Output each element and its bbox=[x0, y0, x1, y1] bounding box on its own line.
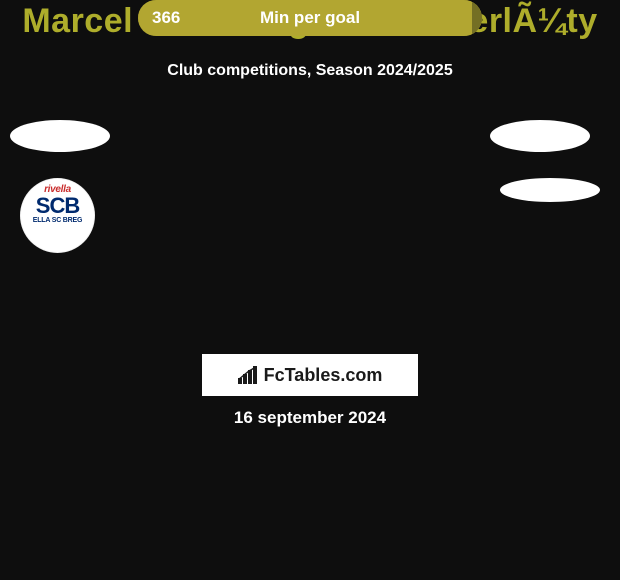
club-badge-mid-text: SCB bbox=[20, 193, 95, 219]
club-badge-bot-text: ELLA SC BREG bbox=[20, 217, 95, 224]
site-attribution-text: FcTables.com bbox=[264, 365, 383, 386]
site-attribution-badge: FcTables.com bbox=[202, 354, 418, 396]
stat-bar-fill-left bbox=[138, 0, 472, 36]
player-left-avatar bbox=[10, 120, 110, 152]
player-right-avatar bbox=[490, 120, 590, 152]
stat-bar-row: 366Min per goal bbox=[138, 0, 482, 36]
player-right-club-badge bbox=[500, 178, 600, 202]
subtitle: Club competitions, Season 2024/2025 bbox=[0, 62, 620, 80]
player-left-club-badge: rivella SCB ELLA SC BREG bbox=[20, 178, 95, 253]
infographic-date: 16 september 2024 bbox=[0, 408, 620, 428]
bar-chart-icon bbox=[238, 366, 258, 384]
comparison-infographic: Marcel Monsberger vs SutterlÃ¼ty Club co… bbox=[0, 0, 620, 580]
stat-value-left: 366 bbox=[152, 0, 180, 36]
